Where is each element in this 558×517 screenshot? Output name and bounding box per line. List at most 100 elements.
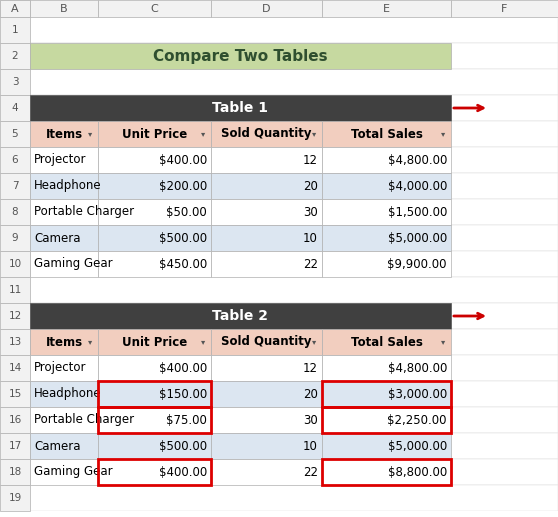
Text: $400.00: $400.00 bbox=[158, 361, 207, 374]
Text: Headphone: Headphone bbox=[34, 388, 102, 401]
Bar bbox=[0, 251, 30, 277]
Bar bbox=[98, 121, 211, 147]
Bar bbox=[0, 329, 30, 355]
Bar bbox=[211, 407, 322, 433]
Bar bbox=[98, 459, 211, 485]
Bar bbox=[0, 303, 30, 329]
Text: 17: 17 bbox=[8, 441, 22, 451]
Text: Unit Price: Unit Price bbox=[122, 336, 187, 348]
Bar bbox=[30, 459, 98, 485]
Text: Portable Charger: Portable Charger bbox=[34, 205, 134, 219]
Bar bbox=[98, 199, 211, 225]
Bar bbox=[30, 43, 451, 69]
Bar bbox=[0, 121, 30, 147]
Text: Unit Price: Unit Price bbox=[122, 128, 187, 141]
Text: Headphone: Headphone bbox=[34, 179, 102, 192]
Bar bbox=[30, 433, 98, 459]
Bar bbox=[30, 407, 98, 433]
Bar bbox=[30, 69, 558, 95]
Bar bbox=[98, 381, 211, 407]
Bar bbox=[98, 355, 211, 381]
Bar bbox=[0, 147, 30, 173]
Bar bbox=[30, 433, 558, 459]
Bar bbox=[30, 173, 98, 199]
Text: Table 2: Table 2 bbox=[213, 309, 268, 323]
Text: ▾: ▾ bbox=[441, 129, 445, 139]
Bar bbox=[211, 381, 322, 407]
Bar bbox=[211, 433, 322, 459]
Text: $400.00: $400.00 bbox=[158, 154, 207, 166]
Bar bbox=[30, 0, 98, 17]
Text: D: D bbox=[262, 4, 271, 13]
Bar bbox=[30, 329, 98, 355]
Bar bbox=[98, 433, 211, 459]
Text: 4: 4 bbox=[12, 103, 18, 113]
Text: 11: 11 bbox=[8, 285, 22, 295]
Bar bbox=[322, 121, 451, 147]
Bar bbox=[322, 147, 451, 173]
Text: $5,000.00: $5,000.00 bbox=[388, 439, 447, 452]
Bar bbox=[30, 225, 558, 251]
Bar bbox=[30, 147, 98, 173]
Bar bbox=[322, 251, 451, 277]
Bar bbox=[30, 485, 558, 511]
Bar bbox=[322, 459, 451, 485]
Text: 16: 16 bbox=[8, 415, 22, 425]
Text: 8: 8 bbox=[12, 207, 18, 217]
Text: C: C bbox=[151, 4, 158, 13]
Bar bbox=[30, 251, 98, 277]
Bar bbox=[322, 173, 451, 199]
Text: $500.00: $500.00 bbox=[159, 439, 207, 452]
Bar bbox=[211, 329, 322, 355]
Text: 12: 12 bbox=[8, 311, 22, 321]
Bar bbox=[30, 95, 451, 121]
Bar bbox=[0, 173, 30, 199]
Bar bbox=[0, 69, 30, 95]
Bar bbox=[211, 173, 322, 199]
Bar bbox=[98, 329, 211, 355]
Text: 13: 13 bbox=[8, 337, 22, 347]
Text: 5: 5 bbox=[12, 129, 18, 139]
Text: $4,800.00: $4,800.00 bbox=[388, 361, 447, 374]
Text: Sold Quantity: Sold Quantity bbox=[222, 128, 312, 141]
Bar bbox=[0, 0, 30, 17]
Bar bbox=[211, 121, 322, 147]
Bar bbox=[30, 381, 98, 407]
Bar bbox=[322, 407, 451, 433]
Bar bbox=[451, 0, 558, 17]
Bar bbox=[30, 147, 558, 173]
Text: 6: 6 bbox=[12, 155, 18, 165]
Text: $50.00: $50.00 bbox=[166, 205, 207, 219]
Text: ▾: ▾ bbox=[88, 338, 92, 346]
Bar bbox=[30, 381, 558, 407]
Bar bbox=[0, 407, 30, 433]
Bar bbox=[98, 407, 211, 433]
Text: B: B bbox=[60, 4, 68, 13]
Text: Table 1: Table 1 bbox=[213, 101, 268, 115]
Bar bbox=[0, 511, 558, 517]
Bar bbox=[30, 329, 558, 355]
Bar bbox=[322, 459, 451, 485]
Text: Camera: Camera bbox=[34, 439, 80, 452]
Text: ▾: ▾ bbox=[201, 338, 205, 346]
Bar bbox=[98, 459, 211, 485]
Bar bbox=[211, 225, 322, 251]
Bar bbox=[211, 0, 322, 17]
Bar bbox=[98, 0, 211, 17]
Text: $4,800.00: $4,800.00 bbox=[388, 154, 447, 166]
Bar bbox=[0, 355, 30, 381]
Text: 22: 22 bbox=[303, 257, 318, 270]
Text: A: A bbox=[11, 4, 19, 13]
Bar bbox=[30, 17, 558, 43]
Bar bbox=[0, 277, 30, 303]
Bar bbox=[211, 355, 322, 381]
Bar bbox=[30, 95, 558, 121]
Text: ▾: ▾ bbox=[312, 129, 316, 139]
Bar bbox=[0, 199, 30, 225]
Bar bbox=[322, 329, 451, 355]
Text: Items: Items bbox=[45, 336, 83, 348]
Bar bbox=[211, 459, 322, 485]
Bar bbox=[0, 17, 30, 43]
Text: 20: 20 bbox=[303, 388, 318, 401]
Bar bbox=[322, 355, 451, 381]
